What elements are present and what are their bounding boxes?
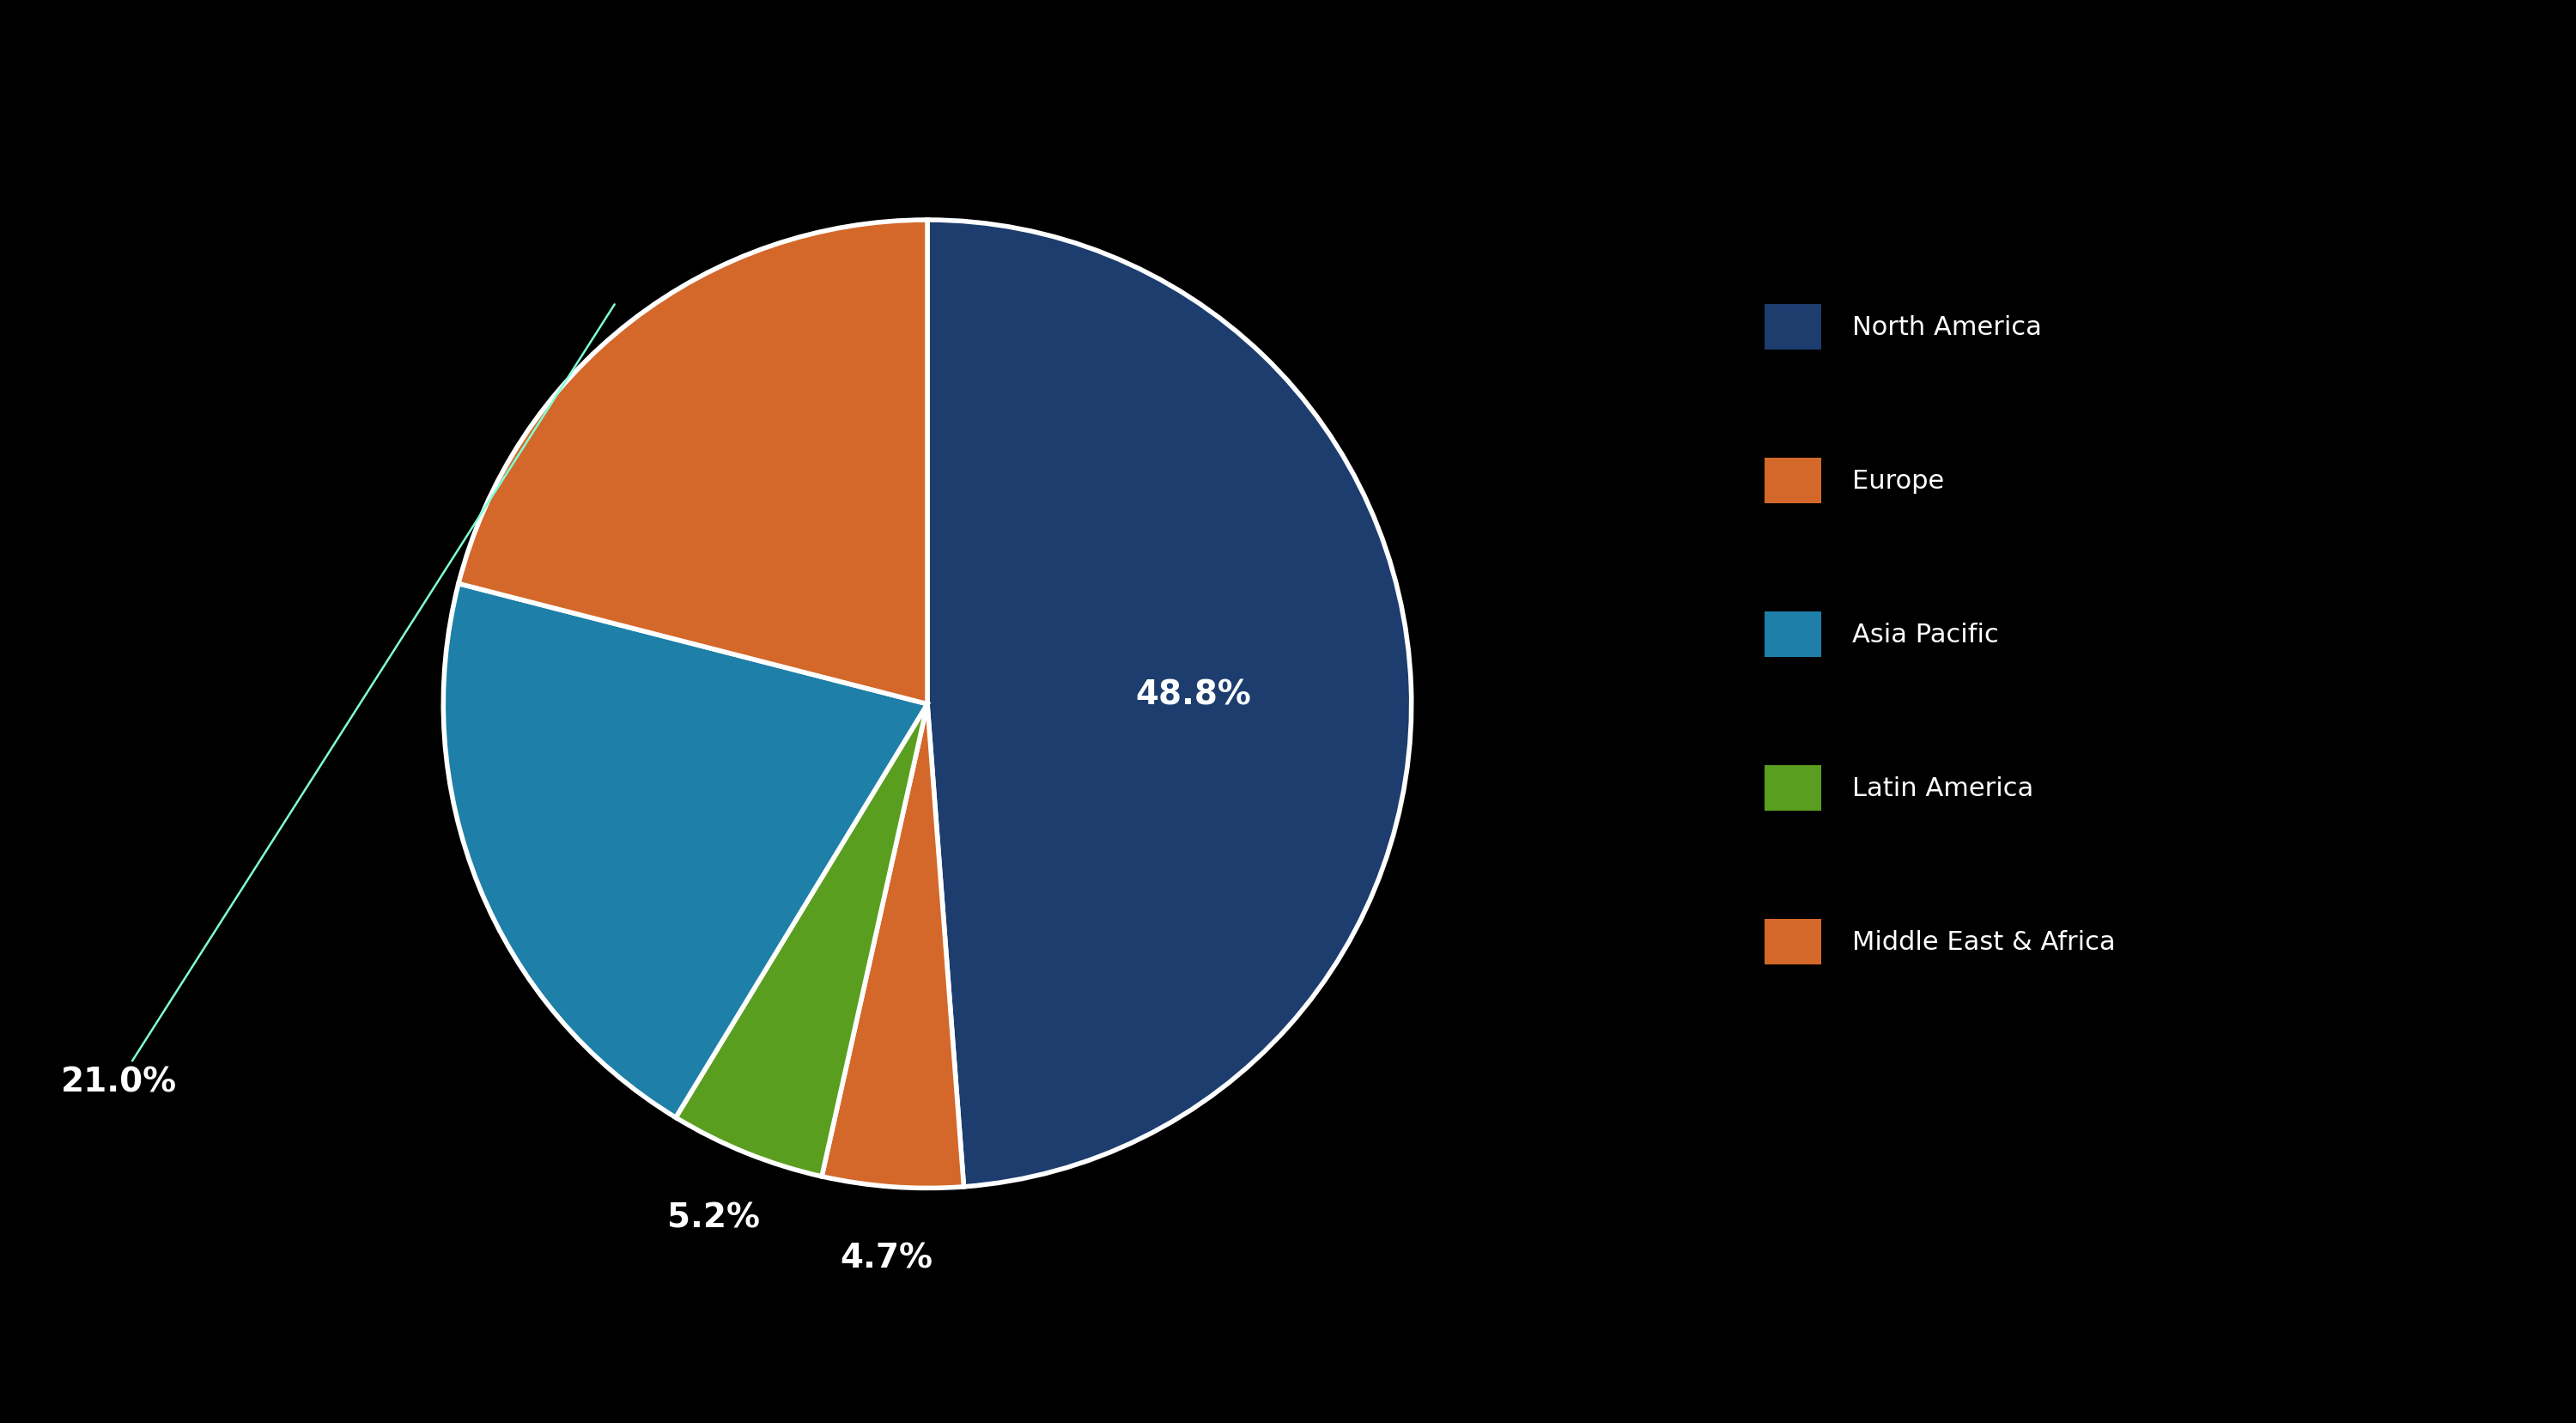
Text: Asia Pacific: Asia Pacific bbox=[1852, 622, 1999, 647]
Text: 48.8%: 48.8% bbox=[1136, 677, 1252, 710]
Text: Europe: Europe bbox=[1852, 468, 1945, 494]
Wedge shape bbox=[459, 221, 927, 704]
Wedge shape bbox=[443, 583, 927, 1117]
Wedge shape bbox=[675, 704, 927, 1177]
Wedge shape bbox=[822, 704, 963, 1188]
Text: North America: North America bbox=[1852, 314, 2043, 340]
Text: Latin America: Latin America bbox=[1852, 776, 2032, 801]
Text: Middle East & Africa: Middle East & Africa bbox=[1852, 929, 2115, 955]
Text: 5.2%: 5.2% bbox=[667, 1201, 760, 1234]
Text: 4.7%: 4.7% bbox=[840, 1241, 933, 1274]
Wedge shape bbox=[927, 221, 1412, 1187]
Text: 21.0%: 21.0% bbox=[62, 305, 616, 1099]
